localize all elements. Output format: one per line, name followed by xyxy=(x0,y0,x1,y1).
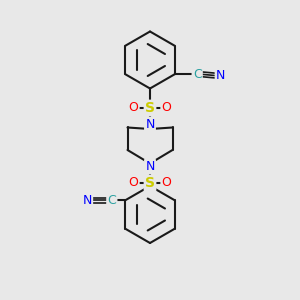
Text: C: C xyxy=(107,194,116,207)
Text: N: N xyxy=(82,194,92,207)
Text: O: O xyxy=(129,176,138,190)
Text: C: C xyxy=(193,68,202,81)
Text: O: O xyxy=(162,101,171,115)
Text: S: S xyxy=(145,101,155,115)
Text: N: N xyxy=(216,69,225,82)
Text: N: N xyxy=(145,118,155,131)
Text: N: N xyxy=(145,160,155,173)
Text: S: S xyxy=(145,176,155,190)
Text: O: O xyxy=(162,176,171,190)
Text: O: O xyxy=(129,101,138,115)
